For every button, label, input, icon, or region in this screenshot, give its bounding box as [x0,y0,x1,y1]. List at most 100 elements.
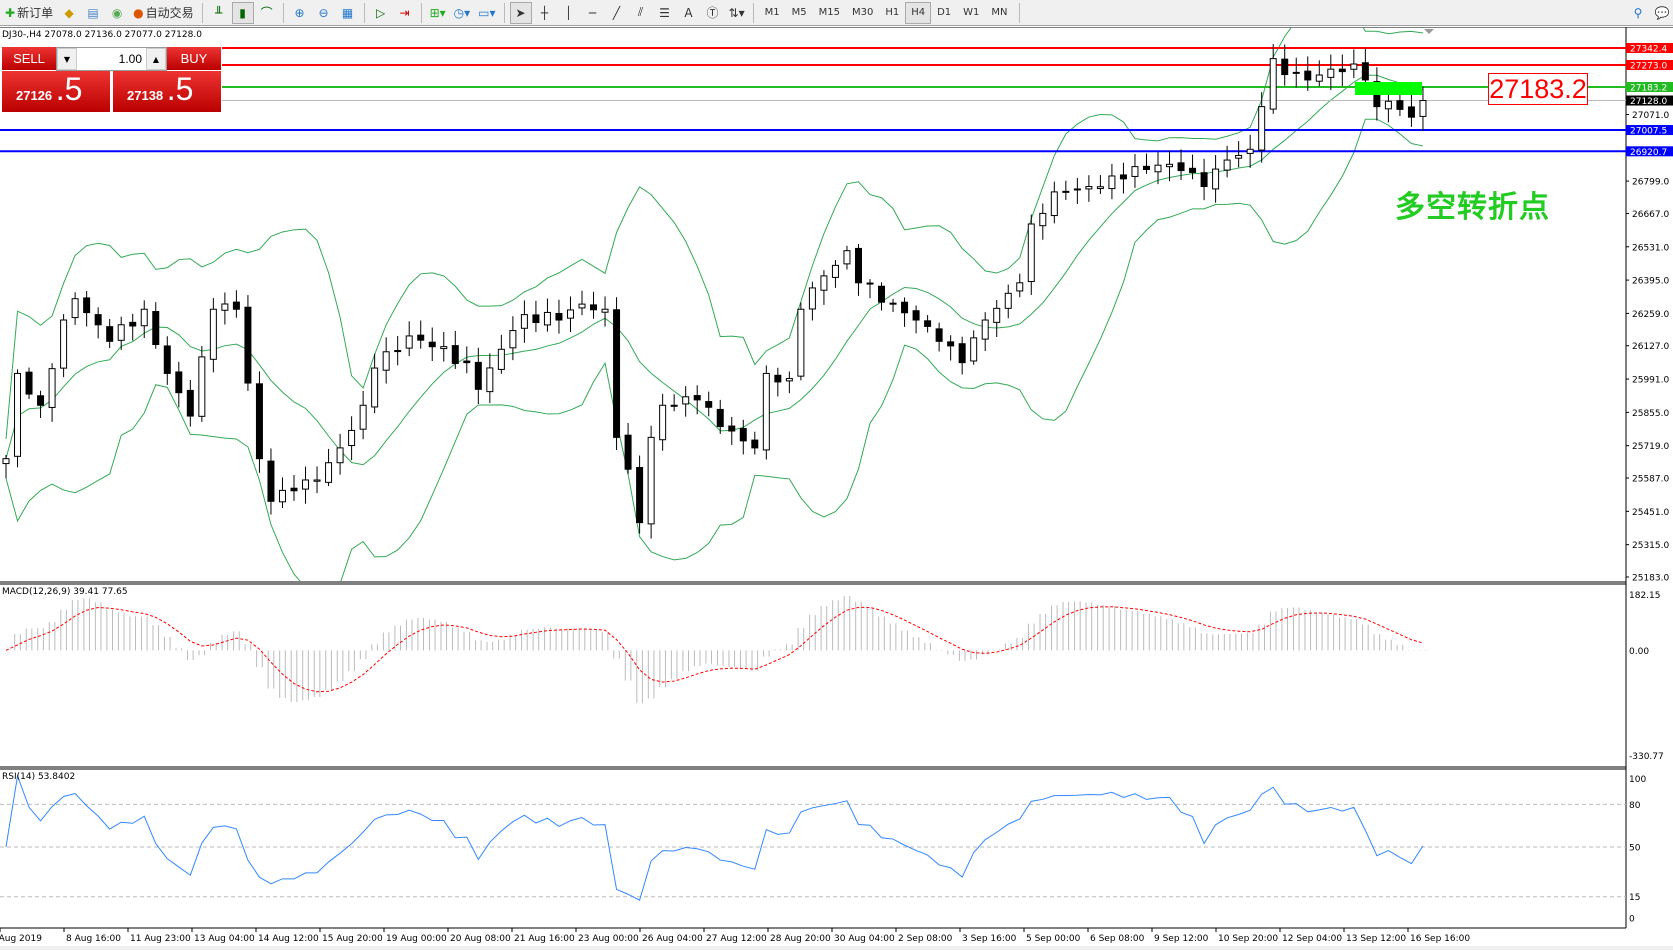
timeframe-m30[interactable]: M30 [851,7,874,18]
time-tick-label: 7 Aug 2019 [0,934,42,944]
candle-body [1235,154,1243,159]
chat-icon[interactable]: 💬 [1654,5,1670,20]
candle-body [889,302,897,305]
timeframe-d1[interactable]: D1 [937,7,952,18]
candle-body [1073,188,1081,191]
time-tick-label: 15 Aug 20:00 [322,934,383,944]
auto-trading-button[interactable]: ● 自动交易 [133,5,194,21]
rsi-tick-label: 80 [1629,801,1641,811]
price-tick-label: 26799.0 [1632,178,1669,188]
candle-body [543,311,551,326]
new-order-button[interactable]: ✚ 新订单 [5,5,54,21]
tile-windows-icon[interactable]: ▦ [341,5,354,20]
time-tick-label: 13 Aug 04:00 [194,934,255,944]
templates-icon[interactable]: ▭▾ [478,5,496,20]
lot-input[interactable] [77,52,146,66]
chart-shift-icon[interactable]: ⇥ [399,5,410,20]
price-level-label: 27342.4 [1630,45,1667,55]
bar-chart-icon[interactable]: ╨ [214,5,223,20]
fibonacci-icon[interactable]: ☰ [659,5,670,20]
timeframe-m15[interactable]: M15 [818,7,840,18]
vertical-line-icon[interactable]: │ [564,5,573,20]
price-tick-label: 25587.0 [1632,475,1669,485]
price-level-label: 27128.0 [1630,97,1667,107]
candle-body [590,304,598,311]
divider [503,2,505,23]
timeframe-m5[interactable]: M5 [791,7,807,18]
indicators-icon[interactable]: ⊞▾ [429,5,446,20]
rsi-tick-label: 0 [1629,915,1635,925]
price-level-label: 26920.7 [1630,148,1667,158]
sell-price[interactable]: 27126 .5 [2,71,110,112]
timeframe-mn[interactable]: MN [991,7,1008,18]
chart-area[interactable]: 27342.4 27273.0 27183.2 27128.0 27007.5 26920… [0,27,1673,950]
lot-stepper[interactable]: ▼ ▲ [56,47,167,71]
price-level-tag [1626,60,1673,71]
price-label-box[interactable]: 27183.2 [1488,73,1588,105]
candle-body [1384,100,1392,110]
timeframe-h1[interactable]: H1 [885,7,900,18]
zoom-in-icon[interactable]: ⊕ [294,5,305,20]
timeframe-m1[interactable]: M1 [764,7,780,18]
line-chart-icon[interactable]: ⌒ [260,6,273,20]
candle-body [751,439,759,449]
candlestick-icon[interactable]: ▮ [231,1,254,24]
timeframe-w1[interactable]: W1 [963,7,980,18]
trendline-icon[interactable]: ╱ [612,5,621,20]
candle-body [1108,175,1116,190]
lot-decrease-button[interactable]: ▼ [57,48,77,70]
auto-scroll-icon[interactable]: ▷ [375,5,386,20]
candle-body [428,341,436,348]
candle-body [209,308,217,360]
periods-icon[interactable]: ◷▾ [453,5,471,20]
buy-price[interactable]: 27138 .5 [113,71,221,112]
timeframe-h4[interactable]: H4 [905,1,932,24]
candle-body [463,360,471,364]
equidistant-channel-icon[interactable]: ⫽ [637,5,644,19]
symbol-header: DJ30-,H4 27078.0 27136.0 27077.0 27128.0 [2,30,202,40]
candle-body [785,378,793,382]
candle-body [244,306,252,384]
crosshair-icon[interactable]: ┼ [540,5,549,20]
lot-increase-button[interactable]: ▲ [146,48,166,70]
cursor-icon[interactable]: ➤ [509,1,532,24]
candle-body [175,371,183,394]
candle-body [94,314,102,326]
search-icon[interactable]: ⚲ [1633,5,1643,20]
candle-body [705,401,713,408]
signals-icon[interactable]: ◉ [111,5,123,20]
candle-body [1119,174,1127,180]
candle-body [163,345,171,374]
time-tick-label: 3 Sep 16:00 [962,934,1017,944]
market-watch-icon[interactable]: ◆ [64,5,74,20]
time-tick-label: 20 Aug 08:00 [450,934,511,944]
horizontal-line-icon[interactable]: ─ [588,5,597,20]
candle-body [808,287,816,310]
zoom-out-icon[interactable]: ⊖ [318,5,329,20]
time-tick-label: 11 Aug 23:00 [130,934,191,944]
candle-body [947,341,955,347]
candle-body [474,361,482,390]
candle-body [302,479,310,490]
price-tick-label: 26531.0 [1632,243,1669,253]
arrows-icon[interactable]: ⇅▾ [728,5,745,20]
candle-body [1396,100,1404,110]
bollinger-lower [5,118,1424,581]
candle-body [1085,186,1093,190]
candle-body [831,264,839,278]
text-icon[interactable]: A [684,5,693,20]
data-window-icon[interactable]: ▤ [87,5,99,20]
text-label-icon[interactable]: Ⓣ [706,6,719,20]
timeframe-bar: M1 M5 M15 M30 H1 H4 D1 W1 MN [759,1,1014,24]
candle-body [624,434,632,470]
rsi-tick-label: 100 [1629,775,1646,785]
new-order-icon: ✚ [5,5,16,20]
candle-body [1407,106,1415,118]
buy-button[interactable]: BUY [167,47,221,71]
candle-body [106,326,114,342]
rsi-tick-label: 50 [1629,844,1641,854]
candle-body [2,458,10,465]
divider [1018,2,1020,23]
sell-button[interactable]: SELL [2,47,56,71]
divider [363,2,365,23]
